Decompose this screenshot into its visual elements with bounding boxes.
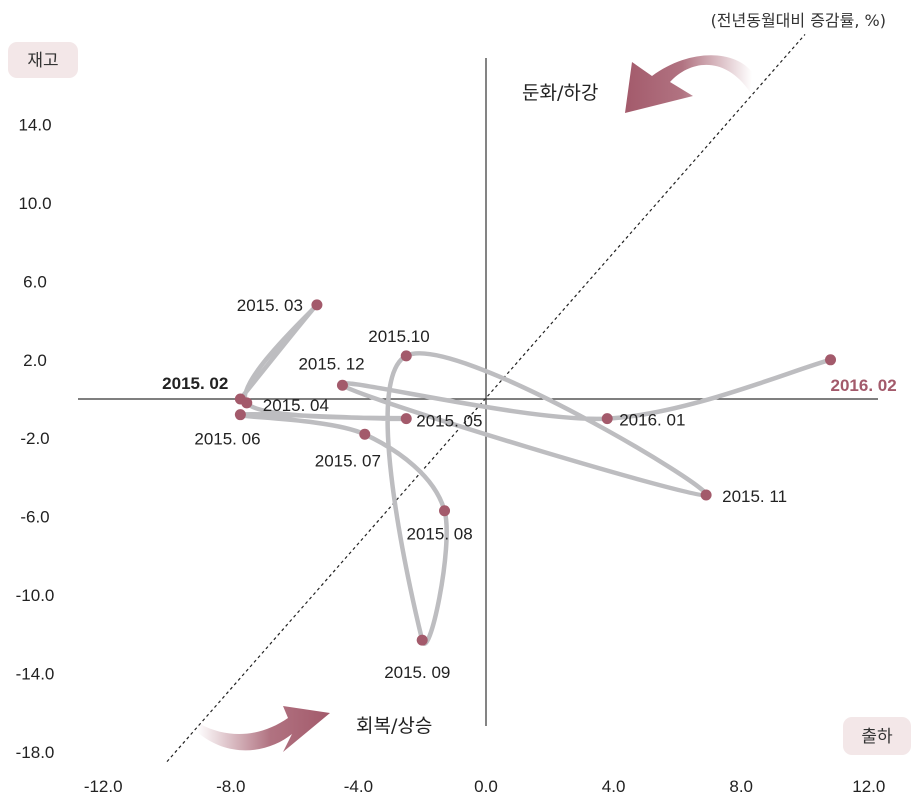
- point-label: 2015. 12: [298, 354, 364, 373]
- y-tick-label: -10.0: [16, 586, 55, 605]
- x-tick-label: 4.0: [602, 777, 626, 796]
- x-tick-label: -12.0: [84, 777, 123, 796]
- point-label: 2015. 07: [315, 451, 381, 470]
- y-tick-label: 14.0: [18, 116, 51, 135]
- point-label: 2015. 03: [237, 296, 303, 315]
- point-label: 2016. 01: [619, 411, 685, 430]
- y-tick-label: -14.0: [16, 664, 55, 683]
- point-label: 2015.10: [368, 327, 429, 346]
- zone-bottom-arrow: [197, 706, 330, 752]
- point-label: 2015. 09: [384, 663, 450, 682]
- data-point: [359, 428, 371, 440]
- y-tick-label: 6.0: [23, 272, 47, 291]
- y-tick-label: -6.0: [20, 508, 49, 527]
- y-axis-badge: 재고: [8, 42, 78, 78]
- x-tick-label: 12.0: [852, 777, 885, 796]
- x-axis-badge-text: 출하: [861, 727, 893, 747]
- data-point: [601, 413, 613, 425]
- zone-top-label: 둔화/하강: [522, 82, 598, 104]
- data-point: [400, 350, 412, 362]
- y-tick-label: -18.0: [16, 743, 55, 762]
- zone-bottom-label: 회복/상승: [356, 715, 432, 737]
- point-label: 2015. 08: [407, 525, 473, 544]
- x-tick-labels: -12.0 -8.0 -4.0 0.0 4.0 8.0 12.0: [84, 777, 886, 796]
- y-tick-labels: 14.0 10.0 6.0 2.0 -2.0 -6.0 -10.0 -14.0 -18.0: [16, 116, 55, 762]
- x-axis-badge: 출하: [843, 717, 911, 755]
- point-label: 2015. 06: [194, 430, 260, 449]
- point-label: 2015. 05: [416, 412, 482, 431]
- unit-label: (전년동월대비 증감률, %): [711, 11, 886, 30]
- data-point: [241, 397, 253, 409]
- data-point: [400, 413, 412, 425]
- data-point: [700, 489, 712, 501]
- y-axis-badge-text: 재고: [27, 51, 58, 71]
- x-tick-label: -8.0: [216, 777, 245, 796]
- data-point: [336, 379, 348, 391]
- point-labels: 2015. 02 2015. 03 2015. 04 2015. 05 2015. 06…: [162, 296, 897, 682]
- y-tick-label: 2.0: [23, 351, 47, 370]
- point-label: 2015. 04: [263, 396, 329, 415]
- diagonal-reference-line: [166, 34, 806, 762]
- data-point: [825, 354, 837, 366]
- points: [234, 299, 837, 646]
- point-label: 2015. 11: [722, 487, 787, 506]
- data-point: [234, 409, 246, 421]
- y-tick-label: 10.0: [18, 194, 51, 213]
- point-label: 2015. 02: [162, 374, 228, 393]
- y-tick-label: -2.0: [20, 429, 49, 448]
- x-tick-label: 8.0: [729, 777, 753, 796]
- zone-top-arrow: [625, 55, 752, 113]
- axes: [78, 34, 878, 762]
- point-label: 2016. 02: [831, 376, 897, 395]
- data-point: [439, 505, 451, 517]
- x-tick-label: -4.0: [344, 777, 373, 796]
- data-point: [416, 634, 428, 646]
- data-point: [311, 299, 323, 311]
- x-tick-label: 0.0: [474, 777, 498, 796]
